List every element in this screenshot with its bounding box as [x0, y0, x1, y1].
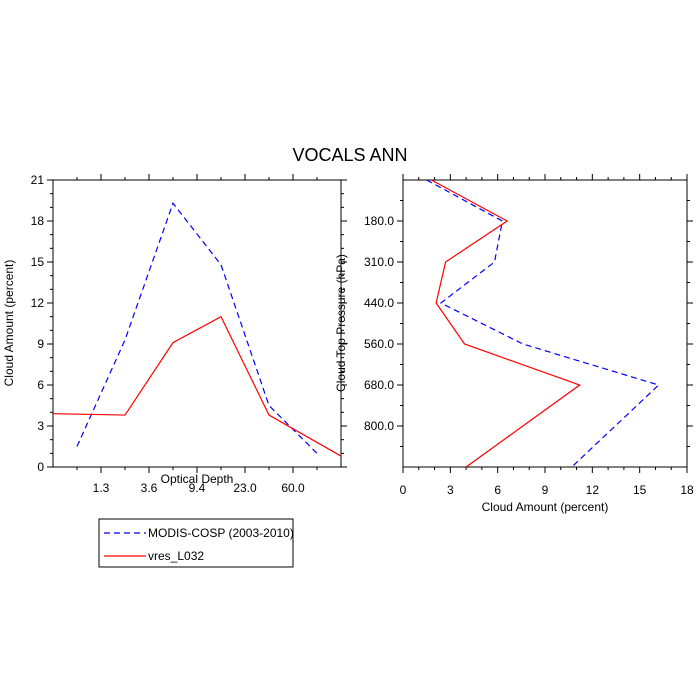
right-y-tick-label: 560.0: [364, 337, 394, 351]
left-x-tick-label: 23.0: [233, 481, 257, 495]
right-series-modis-line: [426, 179, 660, 468]
legend-label-modis: MODIS-COSP (2003-2010): [148, 526, 294, 540]
left-y-tick-label: 18: [31, 214, 45, 228]
left-x-tick-label: 3.6: [141, 481, 158, 495]
right-y-axis-title: Cloud Top Pressure (hPa): [334, 254, 348, 392]
right-x-tick-label: 9: [542, 483, 549, 497]
left-y-tick-label: 6: [37, 378, 44, 392]
right-x-tick-label: 3: [447, 483, 454, 497]
left-x-axis-title: Optical Depth: [161, 472, 234, 486]
left-y-tick-label: 9: [37, 337, 44, 351]
left-y-tick-label: 0: [37, 460, 44, 474]
right-y-tick-label: 310.0: [364, 255, 394, 269]
left-series-modis-line: [76, 201, 318, 454]
legend-box: [98, 518, 294, 568]
left-y-tick-label: 15: [31, 255, 45, 269]
right-y-tick-label: 680.0: [364, 378, 394, 392]
right-x-tick-label: 12: [586, 483, 600, 497]
right-x-tick-label: 18: [680, 483, 694, 497]
legend-label-model: vres_L032: [148, 549, 204, 563]
left-x-tick-label: 60.0: [281, 481, 305, 495]
right-x-tick-label: 0: [400, 483, 407, 497]
left-y-axis-title: Cloud Amount (percent): [2, 260, 16, 387]
left-plot: 0 3 6 9 12 15 18 21 1.3 3.6 9.4 23.0 60.0 Optical De…: [2, 173, 347, 495]
right-plot-frame: [402, 179, 688, 468]
left-y-tick-label: 3: [37, 419, 44, 433]
legend: MODIS-COSP (2003-2010) vres_L032: [98, 518, 294, 568]
right-x-axis-title: Cloud Amount (percent): [482, 500, 609, 514]
right-plot: 0 3 6 9 12 15 18 180.0 310.0 440.0 560.0 680.0 800.0…: [334, 174, 694, 514]
left-y-tick-label: 21: [31, 173, 45, 187]
left-x-tick-label: 9.4: [189, 481, 206, 495]
left-plot-frame: [52, 179, 342, 468]
left-x-tick-label: 1.3: [93, 481, 110, 495]
right-y-tick-label: 800.0: [364, 419, 394, 433]
left-series-model-line: [52, 315, 342, 457]
left-y-tick-label: 12: [31, 296, 45, 310]
chart-title: VOCALS ANN: [292, 145, 407, 165]
right-x-tick-label: 15: [633, 483, 647, 497]
right-y-tick-label: 440.0: [364, 296, 394, 310]
right-x-tick-label: 6: [494, 483, 501, 497]
right-series-model-line: [431, 179, 581, 468]
right-y-tick-label: 180.0: [364, 214, 394, 228]
